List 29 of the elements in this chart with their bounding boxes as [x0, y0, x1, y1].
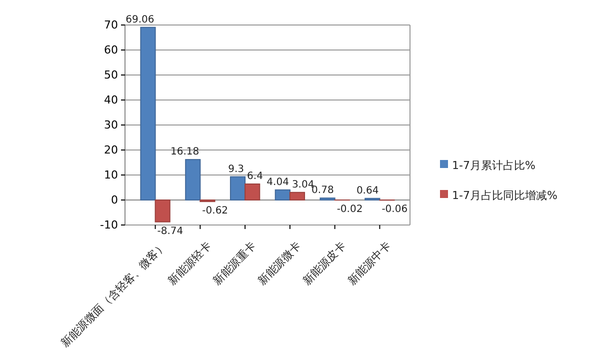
y-tick-label: 70 [104, 18, 118, 32]
bar [140, 26, 156, 200]
y-tick-label: 40 [104, 94, 118, 107]
data-label: 0.78 [312, 185, 334, 196]
data-label: 16.18 [170, 146, 200, 158]
bar [154, 200, 170, 222]
data-label: 4.04 [266, 176, 289, 188]
legend-label: 1-7月占比同比增减% [452, 189, 558, 202]
data-label: -0.06 [382, 204, 408, 216]
y-tick-label: 60 [104, 44, 118, 57]
bar [289, 192, 306, 200]
y-tick-label: 30 [104, 118, 118, 132]
data-label: 0.64 [356, 185, 379, 196]
bar [185, 159, 201, 200]
data-label: 9.3 [228, 164, 244, 175]
data-label: -8.74 [157, 226, 184, 237]
legend-label: 1-7月累计占比% [452, 159, 536, 172]
bar [230, 176, 246, 200]
data-label: 6.4 [247, 171, 263, 182]
y-tick-label: 0 [111, 194, 118, 207]
bar [244, 184, 260, 200]
y-tick-label: 20 [104, 144, 118, 157]
y-tick-label: -10 [100, 218, 118, 232]
data-label: 69.06 [126, 14, 154, 26]
data-label: -0.62 [202, 206, 228, 217]
bar [274, 189, 290, 200]
y-tick-label: 50 [104, 68, 118, 82]
y-tick-label: 10 [104, 168, 118, 182]
data-label: -0.02 [336, 204, 363, 216]
